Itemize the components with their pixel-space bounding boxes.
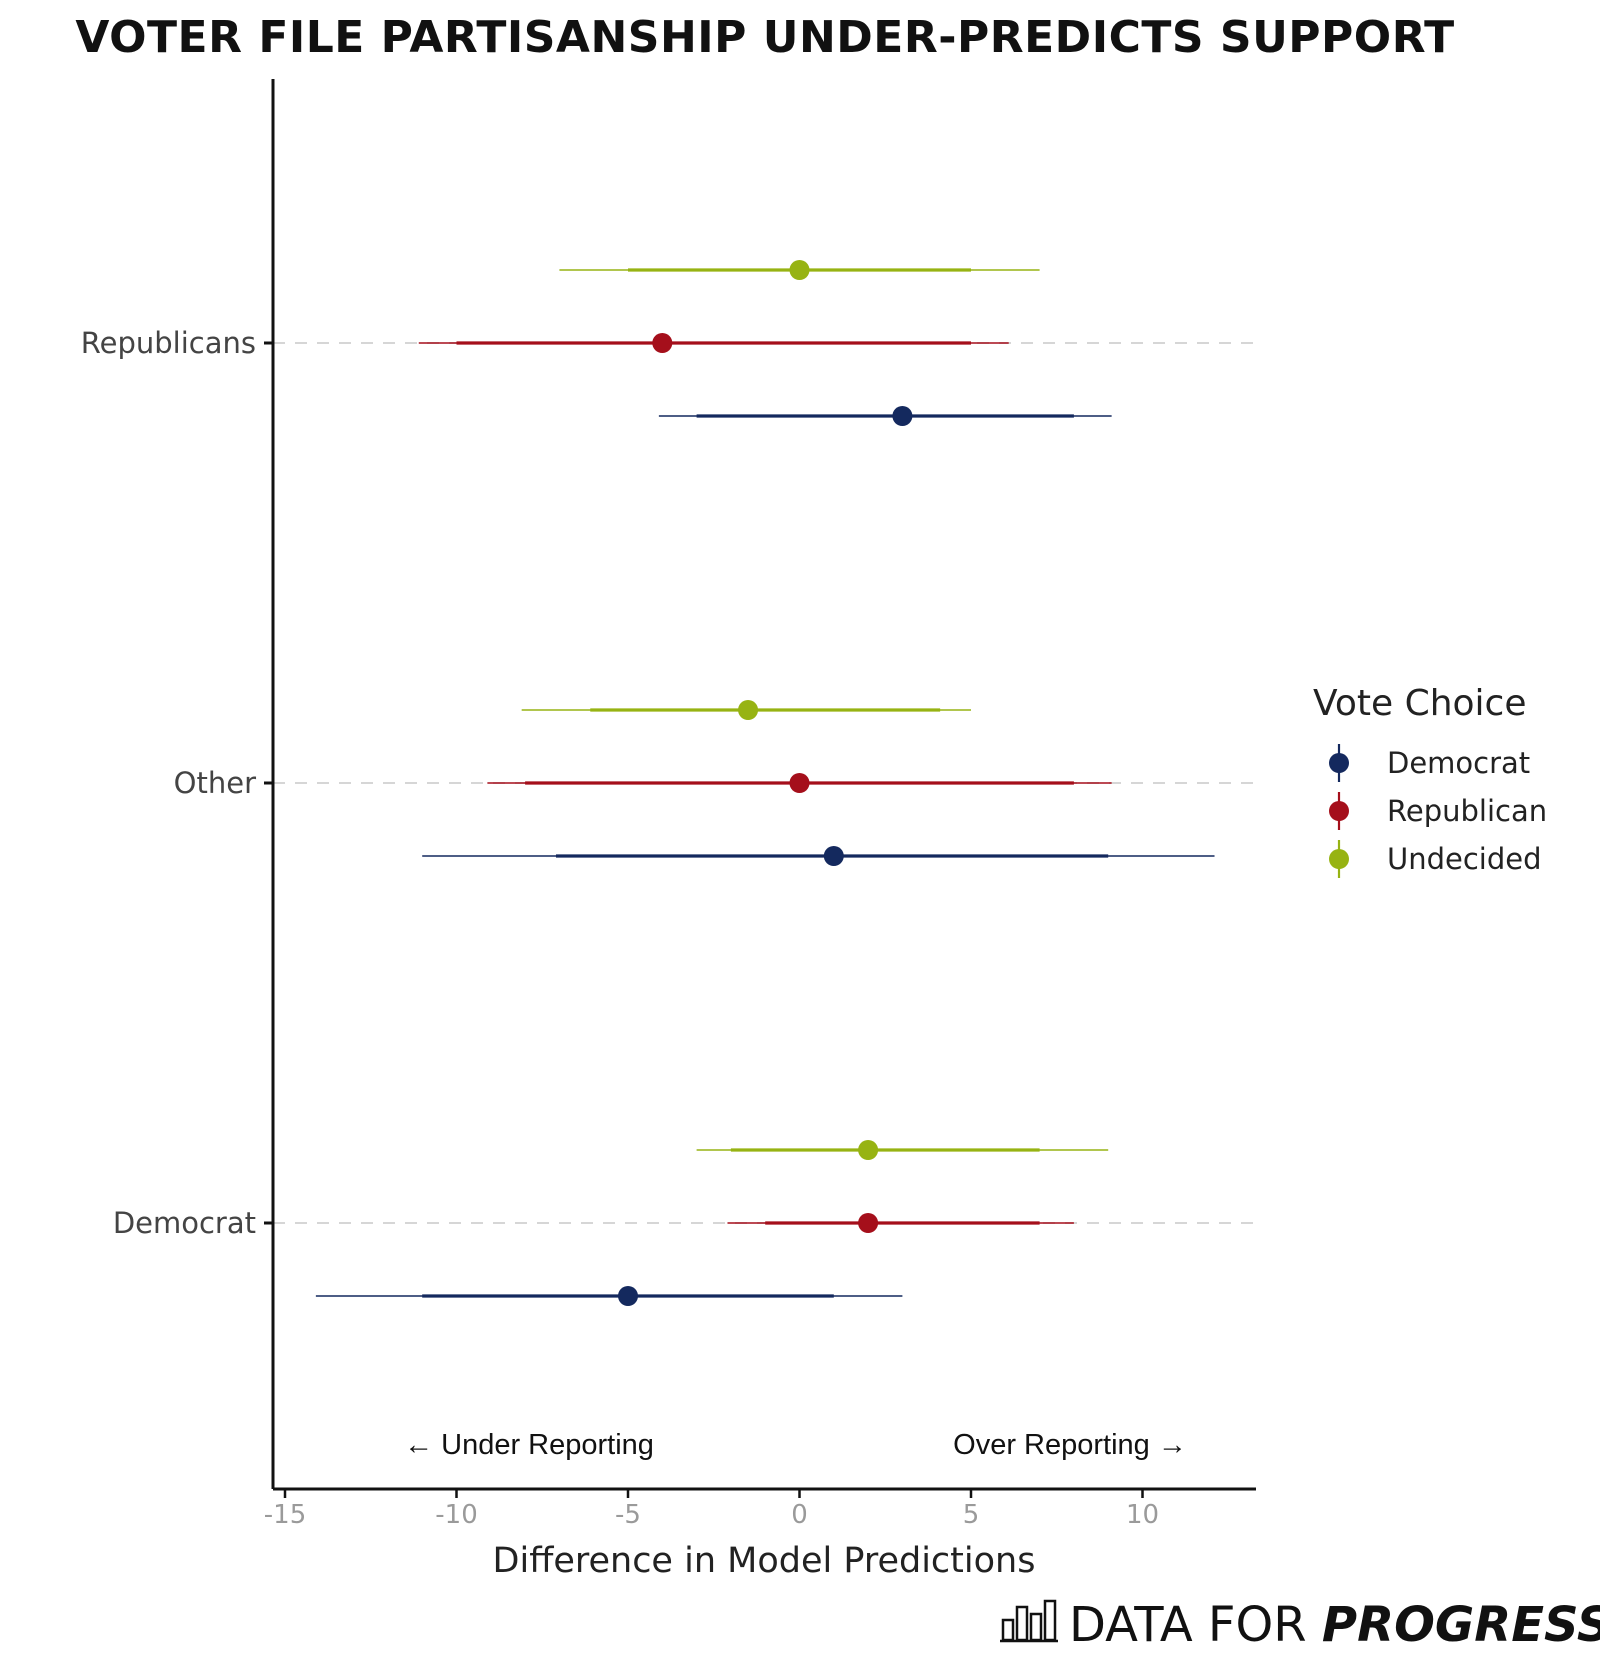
point-estimate bbox=[892, 406, 913, 426]
point-estimate bbox=[823, 846, 844, 866]
legend-key-dot bbox=[1329, 753, 1349, 773]
point-estimate bbox=[738, 700, 759, 720]
x-tick-label: 0 bbox=[791, 1500, 808, 1530]
point-estimate bbox=[858, 1140, 879, 1160]
logo-text: DATA FOR bbox=[1069, 1597, 1322, 1653]
x-tick-label: -15 bbox=[264, 1500, 306, 1530]
legend-label: Undecided bbox=[1387, 842, 1542, 876]
x-tick-label: -5 bbox=[615, 1500, 641, 1530]
svg-text:DATA FOR PROGRESS: DATA FOR PROGRESS bbox=[1069, 1597, 1600, 1653]
point-estimate bbox=[652, 333, 673, 353]
annotation-under-reporting: ← Under Reporting bbox=[404, 1429, 654, 1461]
logo-text-bold: PROGRESS bbox=[1322, 1597, 1600, 1653]
point-estimate bbox=[789, 260, 810, 280]
x-axis-label: Difference in Model Predictions bbox=[493, 1541, 1036, 1581]
point-estimate bbox=[618, 1286, 638, 1306]
legend-title: Vote Choice bbox=[1313, 683, 1527, 724]
x-ticks: -15 -10 -5 0 5 10 bbox=[264, 1489, 1159, 1530]
series-layer bbox=[315, 260, 1215, 1306]
legend-label: Republican bbox=[1387, 794, 1547, 828]
y-tick-label: Republicans bbox=[81, 326, 256, 360]
bar-chart-icon bbox=[1000, 1599, 1058, 1643]
legend-label: Democrat bbox=[1387, 746, 1530, 780]
logo: DATA FOR PROGRESS bbox=[1000, 1597, 1600, 1653]
x-tick-label: 5 bbox=[963, 1500, 980, 1530]
legend-key-dot bbox=[1329, 849, 1349, 869]
chart-title: VOTER FILE PARTISANSHIP UNDER-PREDICTS S… bbox=[75, 12, 1454, 63]
x-tick-label: -10 bbox=[435, 1500, 477, 1530]
legend-key-dot bbox=[1329, 801, 1349, 821]
legend: Vote Choice Democrat Republican Undecided bbox=[1313, 683, 1547, 878]
y-ticks: Republicans Other Democrat bbox=[81, 326, 273, 1240]
x-tick-label: 10 bbox=[1126, 1500, 1159, 1530]
point-estimate bbox=[858, 1213, 879, 1233]
y-tick-label: Democrat bbox=[113, 1206, 256, 1240]
y-tick-label: Other bbox=[174, 766, 256, 800]
point-estimate bbox=[789, 773, 810, 793]
annotation-over-reporting: Over Reporting → bbox=[953, 1429, 1187, 1461]
